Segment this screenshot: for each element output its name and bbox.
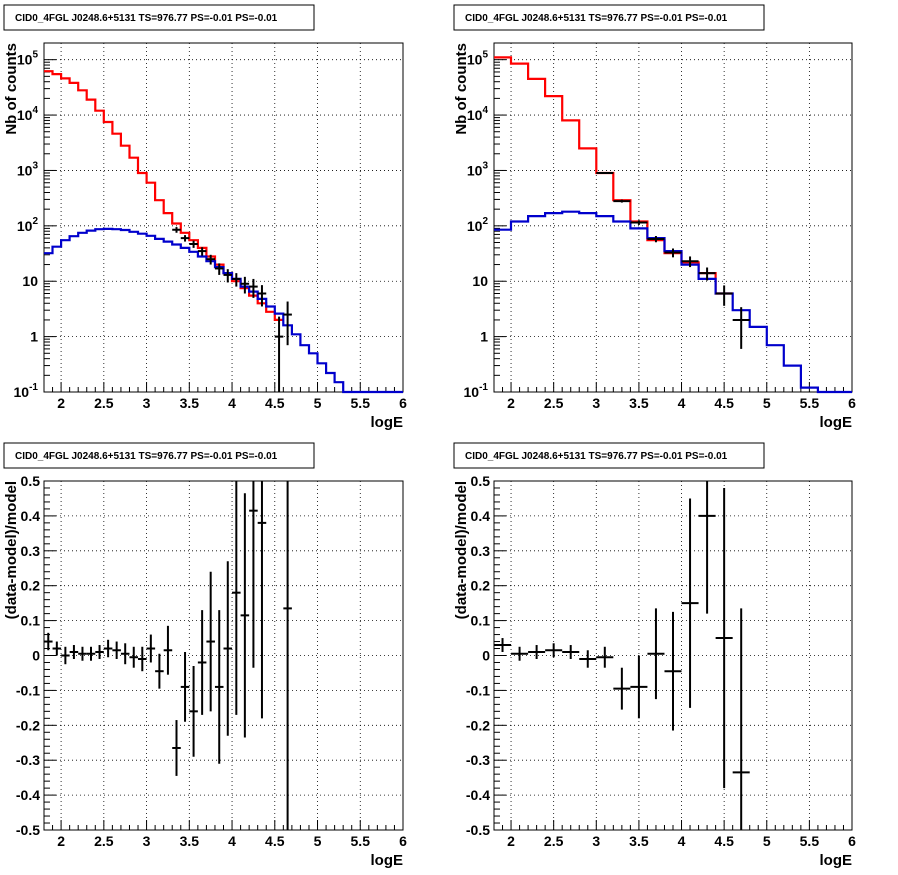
x-tick-label: 3: [143, 833, 151, 849]
y-tick-label: 0.4: [471, 508, 491, 524]
y-tick-label: 0.2: [471, 578, 491, 594]
chart-panel-2: CID0_4FGL J0248.6+5131 TS=976.77 PS=-0.0…: [453, 4, 856, 431]
x-tick-label: 2: [57, 833, 65, 849]
series-step-line: [44, 227, 403, 394]
y-tick-label: -0.1: [466, 682, 490, 698]
x-tick-label: 5.5: [800, 395, 820, 411]
y-tick-label: 0.5: [21, 473, 41, 489]
title-box: [3, 442, 315, 469]
y-axis-title: (data-model)/model: [3, 481, 20, 619]
y-tick-label: -0.5: [466, 822, 490, 838]
title-box: [453, 4, 765, 31]
chart-panel-3: CID0_4FGL J0248.6+5131 TS=976.77 PS=-0.0…: [3, 442, 407, 869]
x-tick-label: 4: [678, 833, 686, 849]
x-tick-label: 2.5: [94, 833, 114, 849]
y-tick-label: 103: [467, 160, 489, 178]
y-tick-label: 102: [467, 216, 489, 234]
y-tick-label: -0.5: [16, 822, 40, 838]
x-axis-title: logE: [820, 852, 853, 869]
y-axis-title: Nb of counts: [3, 43, 20, 135]
x-tick-label: 3: [143, 395, 151, 411]
x-tick-label: 4.5: [265, 833, 285, 849]
y-tick-label: -0.3: [16, 752, 40, 768]
x-tick-label: 5.5: [351, 833, 371, 849]
x-tick-label: 3: [592, 833, 600, 849]
chart-title: CID0_4FGL J0248.6+5131 TS=976.77 PS=-0.0…: [465, 451, 728, 462]
y-tick-label: 10: [22, 273, 38, 289]
y-tick-label: 105: [467, 50, 489, 68]
y-tick-label: -0.2: [16, 717, 40, 733]
chart-title: CID0_4FGL J0248.6+5131 TS=976.77 PS=-0.0…: [15, 13, 278, 24]
x-tick-label: 6: [399, 395, 407, 411]
y-tick-label: 0.4: [21, 508, 41, 524]
y-tick-label: 10-1: [464, 382, 489, 400]
y-tick-label: 0.1: [471, 613, 491, 629]
y-tick-label: 1: [30, 329, 38, 345]
x-axis-title: logE: [820, 414, 853, 431]
x-tick-label: 4: [228, 395, 236, 411]
y-tick-label: 1: [480, 329, 488, 345]
x-tick-label: 6: [848, 833, 856, 849]
y-tick-label: 0.5: [471, 473, 491, 489]
x-axis-title: logE: [371, 852, 404, 869]
y-tick-label: 104: [17, 105, 39, 123]
series-step-line: [494, 56, 733, 295]
x-tick-label: 5.5: [800, 833, 820, 849]
y-tick-label: 0: [32, 648, 40, 664]
chart-panel-4: CID0_4FGL J0248.6+5131 TS=976.77 PS=-0.0…: [453, 442, 856, 869]
y-axis-title: (data-model)/model: [453, 481, 470, 619]
x-tick-label: 5: [314, 833, 322, 849]
x-tick-label: 2.5: [544, 833, 564, 849]
y-tick-label: 105: [17, 50, 39, 68]
y-tick-label: 0: [482, 648, 490, 664]
y-tick-label: 0.2: [21, 578, 41, 594]
x-tick-label: 5: [314, 395, 322, 411]
series-step-line: [44, 70, 284, 321]
x-tick-label: 3: [592, 395, 600, 411]
y-tick-label: -0.4: [16, 787, 40, 803]
y-tick-label: 0.3: [471, 543, 491, 559]
y-tick-label: 104: [467, 105, 489, 123]
x-tick-label: 4: [228, 833, 236, 849]
y-tick-label: 10-1: [14, 382, 39, 400]
x-tick-label: 3.5: [629, 833, 649, 849]
chart-title: CID0_4FGL J0248.6+5131 TS=976.77 PS=-0.0…: [15, 451, 278, 462]
y-tick-label: -0.1: [16, 682, 40, 698]
x-tick-label: 3.5: [180, 833, 200, 849]
x-tick-label: 2: [507, 833, 515, 849]
y-tick-label: 102: [17, 216, 39, 234]
y-axis-title: Nb of counts: [453, 43, 470, 135]
x-tick-label: 2: [507, 395, 515, 411]
x-tick-label: 4: [678, 395, 686, 411]
x-tick-label: 3.5: [629, 395, 649, 411]
x-axis-title: logE: [371, 414, 404, 431]
x-tick-label: 2: [57, 395, 65, 411]
x-tick-label: 5.5: [351, 395, 371, 411]
y-tick-label: -0.3: [466, 752, 490, 768]
y-tick-label: 10: [472, 273, 488, 289]
chart-title: CID0_4FGL J0248.6+5131 TS=976.77 PS=-0.0…: [465, 13, 728, 24]
x-tick-label: 4.5: [714, 395, 734, 411]
x-tick-label: 3.5: [180, 395, 200, 411]
title-box: [3, 4, 315, 31]
y-tick-label: 103: [17, 160, 39, 178]
x-tick-label: 5: [763, 395, 771, 411]
x-tick-label: 6: [399, 833, 407, 849]
plot-frame: [43, 480, 404, 831]
x-tick-label: 4.5: [265, 395, 285, 411]
y-tick-label: -0.4: [466, 787, 490, 803]
series-step-line: [494, 210, 852, 394]
y-tick-label: -0.2: [466, 717, 490, 733]
y-tick-label: 0.1: [21, 613, 41, 629]
x-tick-label: 5: [763, 833, 771, 849]
plot-frame: [43, 42, 404, 393]
y-tick-label: 0.3: [21, 543, 41, 559]
chart-panel-1: CID0_4FGL J0248.6+5131 TS=976.77 PS=-0.0…: [3, 4, 407, 431]
x-tick-label: 4.5: [714, 833, 734, 849]
x-tick-label: 2.5: [544, 395, 564, 411]
title-box: [453, 442, 765, 469]
x-tick-label: 6: [848, 395, 856, 411]
x-tick-label: 2.5: [94, 395, 114, 411]
